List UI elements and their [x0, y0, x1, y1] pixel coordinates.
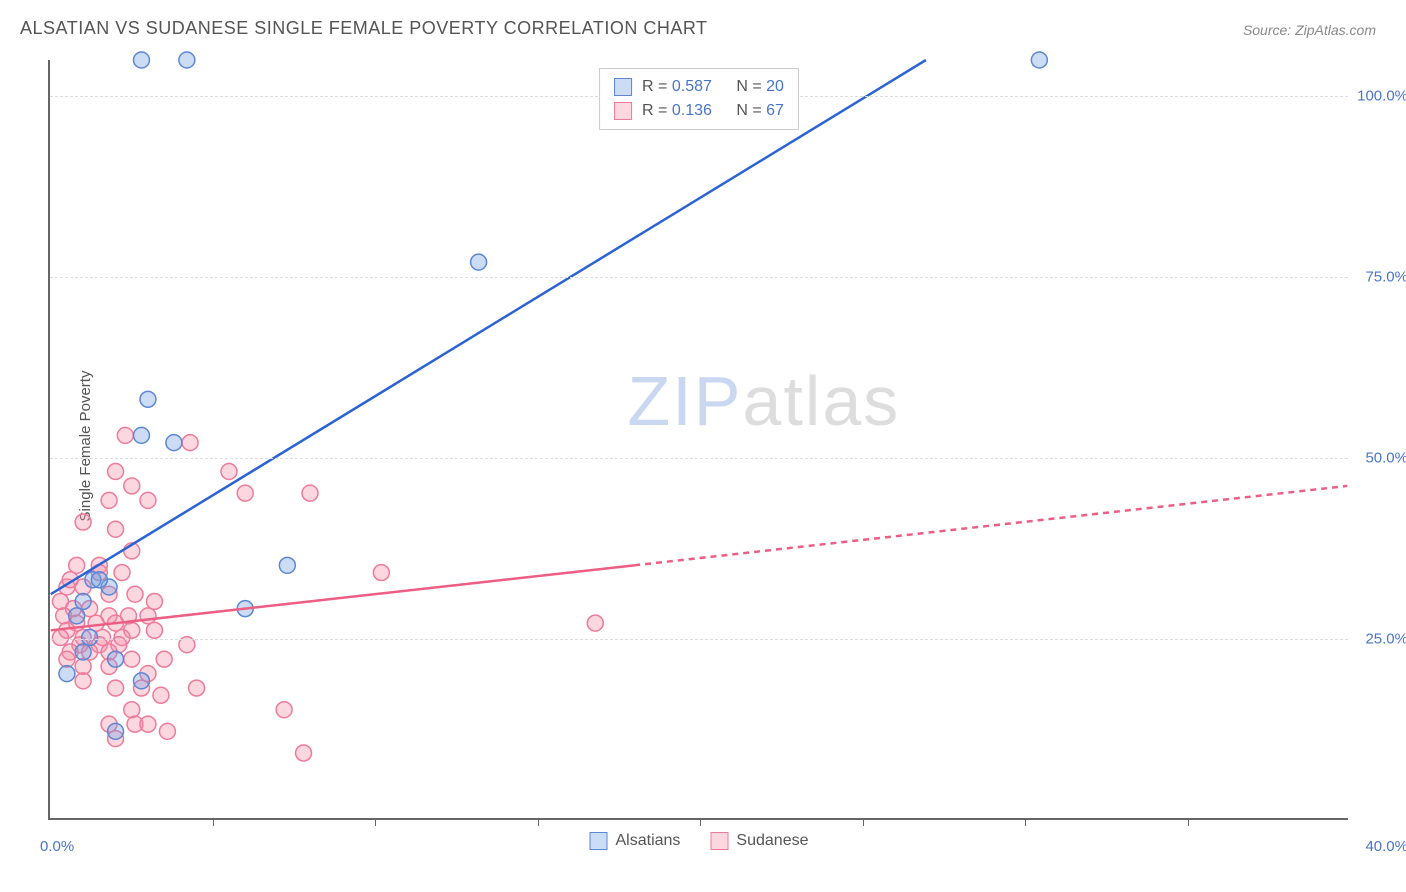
- swatch-sudanese-icon: [710, 832, 728, 850]
- source-text: Source: ZipAtlas.com: [1243, 22, 1376, 38]
- legend-item-alsatians: Alsatians: [590, 832, 681, 850]
- plot-area: ZIPatlas R = 0.587 N = 20 R = 0.136 N = …: [48, 60, 1348, 820]
- x-max-label: 40.0%: [1365, 838, 1406, 855]
- legend-row-alsatians: R = 0.587 N = 20: [614, 75, 784, 99]
- y-tick-label: 100.0%: [1357, 88, 1406, 105]
- n-prefix-s: N =: [736, 102, 766, 119]
- legend-label-sudanese: Sudanese: [736, 832, 808, 850]
- y-tick-label: 25.0%: [1365, 631, 1406, 648]
- legend-label-alsatians: Alsatians: [616, 832, 681, 850]
- legend-row-sudanese: R = 0.136 N = 67: [614, 99, 784, 123]
- r-prefix-a: R =: [642, 78, 672, 95]
- swatch-alsatians-icon: [590, 832, 608, 850]
- swatch-alsatians-icon: [614, 78, 632, 96]
- r-value-alsatians: 0.587: [672, 78, 712, 95]
- swatch-sudanese-icon: [614, 102, 632, 120]
- n-value-sudanese: 67: [766, 102, 784, 119]
- chart-svg: [50, 60, 1348, 818]
- legend-correlation: R = 0.587 N = 20 R = 0.136 N = 67: [599, 68, 799, 130]
- n-prefix-a: N =: [736, 78, 766, 95]
- n-value-alsatians: 20: [766, 78, 784, 95]
- y-tick-label: 75.0%: [1365, 269, 1406, 286]
- r-value-sudanese: 0.136: [672, 102, 712, 119]
- chart-title: ALSATIAN VS SUDANESE SINGLE FEMALE POVER…: [20, 18, 708, 39]
- legend-item-sudanese: Sudanese: [710, 832, 808, 850]
- r-prefix-s: R =: [642, 102, 672, 119]
- legend-series: Alsatians Sudanese: [590, 832, 809, 850]
- x-min-label: 0.0%: [40, 838, 74, 855]
- y-tick-label: 50.0%: [1365, 450, 1406, 467]
